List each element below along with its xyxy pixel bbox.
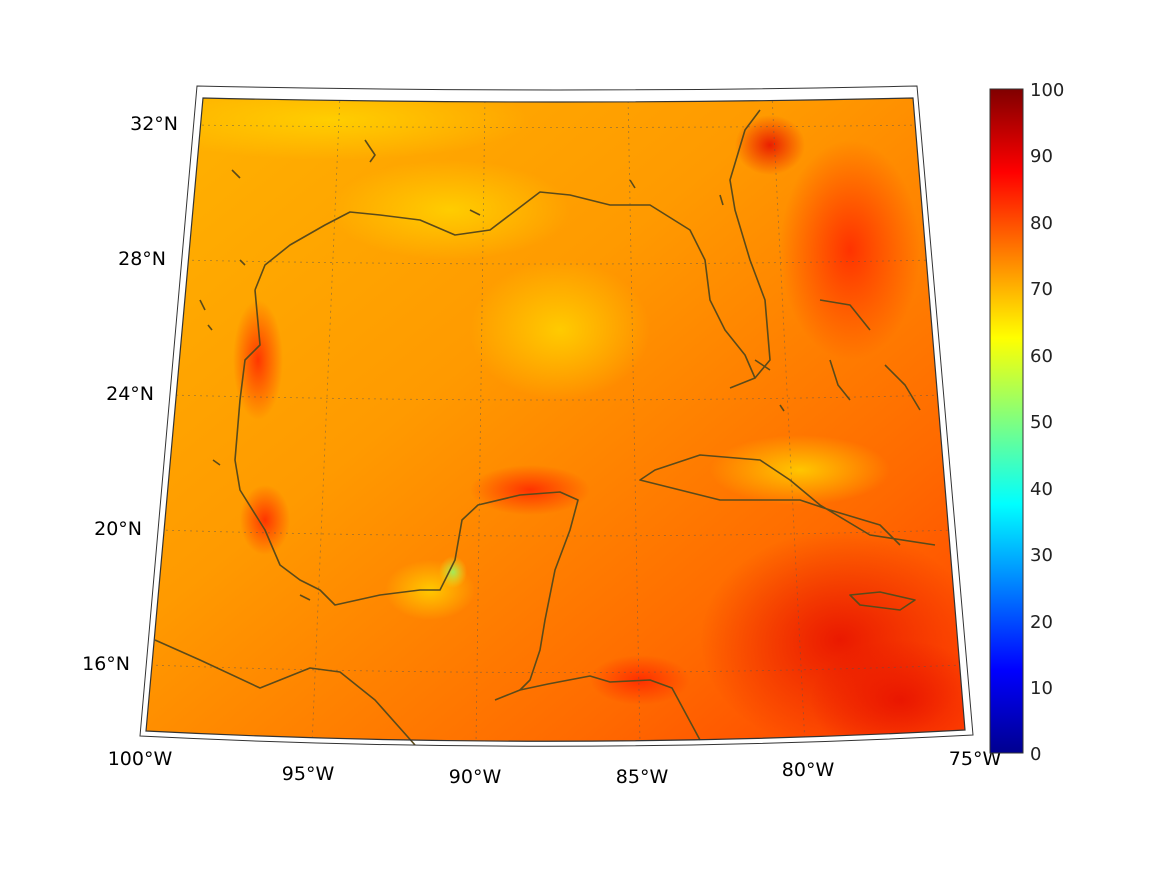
colorbar-tick-20: 20 xyxy=(1030,612,1053,633)
lat-label-16n: 16°N xyxy=(82,653,130,675)
colorbar-tick-40: 40 xyxy=(1030,479,1053,500)
lat-label-28n: 28°N xyxy=(118,248,166,270)
lon-label-90w: 90°W xyxy=(449,766,502,788)
colorbar-tick-0: 0 xyxy=(1030,744,1041,765)
colorbar-ramp xyxy=(989,88,1024,754)
longitude-labels: 100°W 95°W 90°W 85°W 80°W 75°W xyxy=(108,748,1002,788)
data-field xyxy=(146,98,965,742)
colorbar-tick-70: 70 xyxy=(1030,279,1053,300)
latitude-labels: 32°N 28°N 24°N 20°N 16°N xyxy=(82,113,178,675)
lat-label-24n: 24°N xyxy=(106,383,154,405)
lat-label-20n: 20°N xyxy=(94,518,142,540)
lon-label-80w: 80°W xyxy=(782,759,835,781)
colorbar-tick-60: 60 xyxy=(1030,346,1053,367)
colorbar-ticks: 100 90 80 70 60 50 40 30 20 10 0 xyxy=(1030,80,1064,765)
colorbar: 100 90 80 70 60 50 40 30 20 10 0 xyxy=(989,80,1064,765)
colorbar-tick-100: 100 xyxy=(1030,80,1064,101)
gulf-coastline xyxy=(234,109,771,691)
lon-label-75w: 75°W xyxy=(949,748,1002,770)
colorbar-tick-50: 50 xyxy=(1030,412,1053,433)
lat-label-32n: 32°N xyxy=(130,113,178,135)
colorbar-tick-30: 30 xyxy=(1030,545,1053,566)
colorbar-tick-10: 10 xyxy=(1030,678,1053,699)
lon-label-95w: 95°W xyxy=(282,763,335,785)
coastlines xyxy=(154,139,936,746)
graticule xyxy=(149,98,965,742)
lon-label-100w: 100°W xyxy=(108,748,173,770)
lon-label-85w: 85°W xyxy=(616,766,669,788)
map-frame xyxy=(139,85,974,747)
colorbar-tick-90: 90 xyxy=(1030,146,1053,167)
colorbar-tick-80: 80 xyxy=(1030,213,1053,234)
